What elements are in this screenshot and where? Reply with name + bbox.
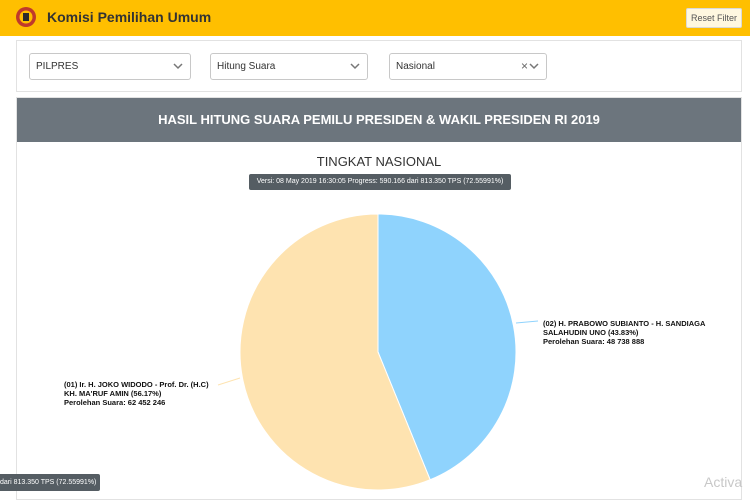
slice-label-prabowo-line2: SALAHUDIN UNO (43.83%) [543,328,639,337]
chevron-down-icon [350,63,360,70]
app-title: Komisi Pemilihan Umum [47,9,212,25]
region-value: Nasional [396,61,435,72]
chevron-down-icon [173,63,183,70]
chart-subtitle: TINGKAT NASIONAL [316,154,442,169]
clear-icon[interactable]: × [520,59,528,73]
result-title: HASIL HITUNG SUARA PEMILU PRESIDEN & WAK… [17,98,741,142]
filter-panel: PILPRES Hitung Suara Nasional × [16,40,742,92]
progress-tooltip: dari 813.350 TPS (72.55991%) [0,474,100,491]
pie-slice-jokowi[interactable] [239,213,431,491]
slice-votes-jokowi: Perolehan Suara: 62 452 246 [64,398,166,407]
label-connector-jokowi [217,377,241,386]
slice-label-prabowo-line1: (02) H. PRABOWO SUBIANTO - H. SANDIAGA [543,319,706,328]
reset-filter-button[interactable]: Reset Filter [686,8,742,28]
activation-watermark: Activa [704,474,743,490]
slice-label-jokowi-line2: KH. MA'RUF AMIN (56.17%) [64,389,162,398]
slice-votes-prabowo: Perolehan Suara: 48 738 888 [543,337,645,346]
count-type-value: Hitung Suara [217,61,276,72]
slice-label-jokowi: (01) Ir. H. JOKO WIDODO - Prof. Dr. (H.C… [64,380,209,407]
pie-slice-prabowo[interactable] [377,213,517,481]
region-select[interactable]: Nasional × [389,53,547,80]
election-type-select[interactable]: PILPRES [29,53,191,80]
count-type-select[interactable]: Hitung Suara [210,53,368,80]
election-type-value: PILPRES [36,61,79,72]
slice-label-jokowi-line1: (01) Ir. H. JOKO WIDODO - Prof. Dr. (H.C… [64,380,209,389]
kpu-logo-icon [16,7,36,27]
slice-label-prabowo: (02) H. PRABOWO SUBIANTO - H. SANDIAGA S… [543,319,705,346]
label-connector-prabowo [515,320,539,324]
version-tooltip: Versi: 08 May 2019 16:30:05 Progress: 59… [249,174,511,190]
top-bar: Komisi Pemilihan Umum Reset Filter [0,0,750,36]
chevron-down-icon [529,63,539,70]
